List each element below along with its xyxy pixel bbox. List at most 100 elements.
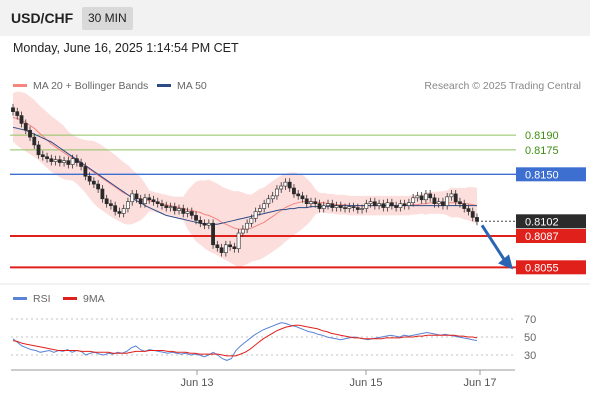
candle: [257, 208, 262, 212]
level-0.8175: 0.8175: [10, 145, 559, 157]
candle: [321, 205, 326, 209]
candle: [300, 195, 305, 200]
pivot-label: 0.8150: [525, 169, 559, 181]
support-label: 0.8055: [525, 262, 559, 274]
candle: [194, 215, 198, 221]
rsi-swatch: [13, 296, 27, 300]
candle: [381, 203, 386, 208]
timeframe-button[interactable]: 30 MIN: [82, 7, 133, 30]
candle: [432, 197, 437, 204]
level-0.8055: 0.8055: [10, 260, 586, 275]
candle: [475, 217, 479, 222]
candle: [138, 198, 143, 204]
candle: [240, 228, 245, 234]
candle: [32, 136, 37, 146]
legend-ma50: MA 50: [157, 80, 207, 92]
candle: [104, 198, 109, 204]
candle: [249, 218, 254, 224]
candle: [198, 220, 203, 224]
candle: [36, 144, 41, 156]
candle: [279, 185, 284, 190]
candle: [126, 201, 130, 209]
candle: [155, 201, 160, 204]
legend-rsi-label: RSI: [33, 293, 51, 305]
support-box: [516, 228, 586, 243]
candle: [377, 203, 381, 206]
candle: [394, 205, 399, 208]
candle: [66, 160, 71, 165]
legend-9ma-label: 9MA: [83, 293, 105, 305]
candle: [15, 111, 20, 116]
candle: [23, 123, 28, 131]
candle: [462, 203, 467, 209]
candle: [266, 198, 271, 204]
legend-ma20-label: MA 20 + Bollinger Bands: [33, 80, 149, 92]
candle: [402, 203, 407, 206]
level-0.8102: 0.8102: [477, 214, 586, 229]
target-label: 0.8190: [525, 130, 559, 142]
legend-rsi: RSI: [13, 293, 51, 305]
candle: [109, 203, 113, 206]
ma50-swatch: [157, 83, 171, 87]
candle: [79, 162, 84, 167]
candle: [372, 201, 377, 206]
candle: [245, 222, 250, 230]
level-0.8190: 0.8190: [10, 130, 559, 142]
candle: [40, 154, 45, 157]
x-tick-label: Jun 17: [463, 377, 496, 389]
candle: [309, 201, 313, 204]
candle: [11, 107, 15, 112]
candle: [424, 193, 428, 201]
candle: [19, 115, 24, 124]
candle: [134, 193, 139, 200]
candle: [28, 129, 32, 138]
rsi-tick-label: 30: [524, 350, 536, 362]
forecast-arrow-shaft: [480, 224, 506, 261]
candle: [351, 206, 356, 208]
candle: [57, 159, 62, 163]
candle: [304, 198, 309, 204]
candle: [330, 203, 335, 208]
symbol-label: USD/CHF: [11, 10, 74, 26]
candle: [211, 222, 215, 246]
candle: [449, 193, 454, 198]
candle: [189, 211, 194, 216]
candle: [228, 244, 233, 248]
candle: [49, 158, 54, 162]
candle: [121, 208, 126, 214]
legend-9ma: 9MA: [63, 293, 105, 305]
last-price-box: [516, 214, 586, 229]
candle: [62, 160, 66, 163]
candle: [202, 222, 207, 226]
candle: [428, 193, 433, 199]
bollinger-band: [13, 91, 477, 268]
candle: [334, 205, 339, 208]
candle: [317, 203, 322, 209]
candle: [326, 203, 330, 206]
candle: [411, 197, 416, 204]
candle: [343, 207, 347, 209]
level-0.8150: 0.8150: [10, 167, 586, 182]
candle: [74, 158, 79, 163]
candle: [181, 208, 186, 214]
candle: [168, 206, 173, 208]
candle: [368, 201, 373, 204]
candle: [270, 195, 275, 200]
candle: [296, 193, 301, 197]
candle: [96, 183, 101, 190]
level-0.8087: 0.8087: [10, 228, 586, 243]
candle: [164, 205, 169, 208]
candle: [470, 211, 475, 218]
candle: [219, 247, 224, 253]
rsi-line: [12, 322, 478, 361]
candles: [11, 103, 479, 257]
candle: [313, 201, 318, 204]
rsi-9ma-line: [12, 324, 478, 357]
legend-ma50-label: MA 50: [177, 80, 207, 92]
candle: [45, 156, 49, 159]
candle: [236, 232, 241, 250]
candle: [441, 201, 445, 206]
x-tick-label: Jun 15: [349, 377, 382, 389]
candle: [385, 202, 390, 208]
